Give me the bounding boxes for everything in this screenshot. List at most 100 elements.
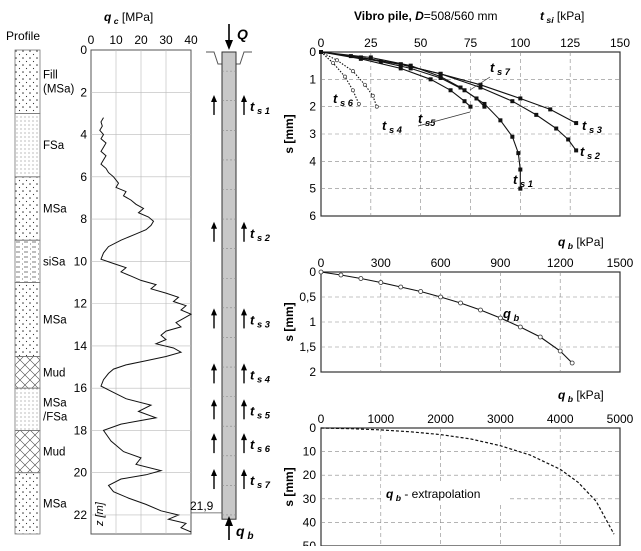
qbext-xtick-label: 3000 xyxy=(487,412,514,426)
profile-layer-label: MSa xyxy=(43,397,67,409)
profile-layer-label: siSa xyxy=(43,256,66,268)
series-ts2-point xyxy=(510,99,515,104)
series-qb-point xyxy=(418,289,424,294)
series-ts3-point xyxy=(438,71,443,76)
series-ts4-point xyxy=(362,82,367,87)
series-ts7-point xyxy=(438,74,443,79)
shaft-friction-arrowhead xyxy=(241,308,247,316)
profile-layer-label: Mud xyxy=(43,447,65,459)
base-reaction-arrowhead xyxy=(225,516,233,526)
shaft-friction-label: t s 7 xyxy=(250,473,271,490)
series-ts2-label: t s 2 xyxy=(580,144,601,161)
qb-ytick-label: 1 xyxy=(309,315,316,329)
series-ts1-point xyxy=(518,186,523,191)
series-ts2-point xyxy=(574,148,579,153)
profile-layer-hatch xyxy=(14,472,41,535)
cpt-ytick-label: 16 xyxy=(74,381,88,395)
ts-ytick-label: 0 xyxy=(309,45,316,59)
shaft-friction-label: t s 4 xyxy=(250,367,271,384)
series-ts7-point xyxy=(319,50,323,54)
series-ts3-point xyxy=(478,82,483,87)
qb-xtick-label: 1200 xyxy=(547,256,574,270)
ts-xlabel: t si [kPa] xyxy=(540,9,584,25)
shaft-friction-label: t s 1 xyxy=(250,99,270,116)
depth-marker-label: 21,9 xyxy=(190,499,214,513)
load-label: Q xyxy=(237,26,248,42)
cpt-ytick-label: 6 xyxy=(80,170,87,184)
cpt-xlabel: q c [MPa] xyxy=(104,10,153,26)
qb-xtick-label: 900 xyxy=(490,256,510,270)
qb-ytick-label: 0,5 xyxy=(299,290,316,304)
cpt-ytick-label: 10 xyxy=(74,254,88,268)
cpt-ytick-label: 0 xyxy=(80,43,87,57)
profile-layer-hatch xyxy=(14,387,41,431)
qbext-ytick-label: 40 xyxy=(303,515,317,529)
qb-ytick-label: 0 xyxy=(309,265,316,279)
series-ts4 xyxy=(320,51,378,107)
qbext-ytick-label: 50 xyxy=(303,539,317,546)
ts-ylabel: s [mm] xyxy=(282,114,296,153)
series-ts1-label: t s 1 xyxy=(513,172,533,189)
series-qb xyxy=(320,271,573,364)
qbext-ytick-label: 30 xyxy=(303,492,317,506)
series-ts5-point xyxy=(462,99,467,104)
profile-layer-label: MSa xyxy=(43,314,67,326)
profile-layer-label: MSa xyxy=(43,498,67,510)
qb-xtick-label: 300 xyxy=(371,256,391,270)
series-qb-point xyxy=(557,348,563,354)
series-ts7-label: t s 7 xyxy=(490,60,511,77)
cpt-xtick-label: 0 xyxy=(88,33,95,47)
cpt-ytick-label: 18 xyxy=(74,423,88,437)
ts-ytick-label: 4 xyxy=(309,154,316,168)
qbext-xlabel: q b [kPa] xyxy=(558,388,604,404)
shaft-friction-arrowhead xyxy=(211,94,217,102)
profile-title: Profile xyxy=(6,29,40,43)
cpt-qc-series xyxy=(99,117,193,533)
cpt-ytick-label: 8 xyxy=(80,212,87,226)
cpt-ylabel: z [m] xyxy=(94,501,106,527)
series-qb-point xyxy=(438,294,444,300)
qb-ytick-label: 1,5 xyxy=(299,340,316,354)
series-qb-point xyxy=(517,324,523,330)
base-reaction-label: q b xyxy=(236,523,254,542)
cpt-ytick-label: 4 xyxy=(80,128,87,142)
series-ts4-point xyxy=(350,69,355,74)
profile-layer-label: MSa xyxy=(43,204,67,216)
cpt-xtick-label: 30 xyxy=(159,33,173,47)
series-ts4-point xyxy=(374,104,379,109)
series-ts3-label: t s 3 xyxy=(582,118,603,135)
series-ts7-point xyxy=(368,55,373,60)
qbext-ytick-label: 0 xyxy=(309,421,316,435)
ts7-leader xyxy=(469,76,491,91)
series-ts3-point xyxy=(518,96,523,101)
profile-layer-hatch xyxy=(14,176,41,241)
ts-ytick-label: 5 xyxy=(309,182,316,196)
ts-xtick-label: 0 xyxy=(318,36,325,50)
series-qb-point xyxy=(358,276,364,281)
shaft-friction-arrowhead xyxy=(211,308,217,316)
series-qb-point xyxy=(378,280,384,285)
series-ts6-point xyxy=(350,88,355,93)
qb-xlabel: q b [kPa] xyxy=(558,235,604,251)
series-ts3-point xyxy=(548,107,553,112)
profile-layer-label: Fill xyxy=(43,70,58,82)
series-qb-point xyxy=(537,334,543,340)
extrapolation-label-bg xyxy=(381,484,509,502)
cpt-xtick-label: 40 xyxy=(184,33,198,47)
qbext-xtick-label: 5000 xyxy=(607,412,634,426)
series-ts1-point xyxy=(498,118,503,123)
series-ts1-point xyxy=(518,167,523,172)
series-qb-point xyxy=(338,272,344,278)
series-qb-label: q b xyxy=(503,306,520,323)
series-ts5-point xyxy=(468,104,473,109)
qbext-xtick-label: 4000 xyxy=(547,412,574,426)
shaft-friction-label: t s 6 xyxy=(250,437,271,454)
shaft-friction-arrowhead xyxy=(241,363,247,371)
series-ts7-point xyxy=(474,96,479,101)
shaft-friction-label: t s 3 xyxy=(250,312,271,329)
series-ts5-point xyxy=(428,77,433,82)
ts5-leader xyxy=(417,111,471,127)
series-ts3-point xyxy=(398,62,403,67)
